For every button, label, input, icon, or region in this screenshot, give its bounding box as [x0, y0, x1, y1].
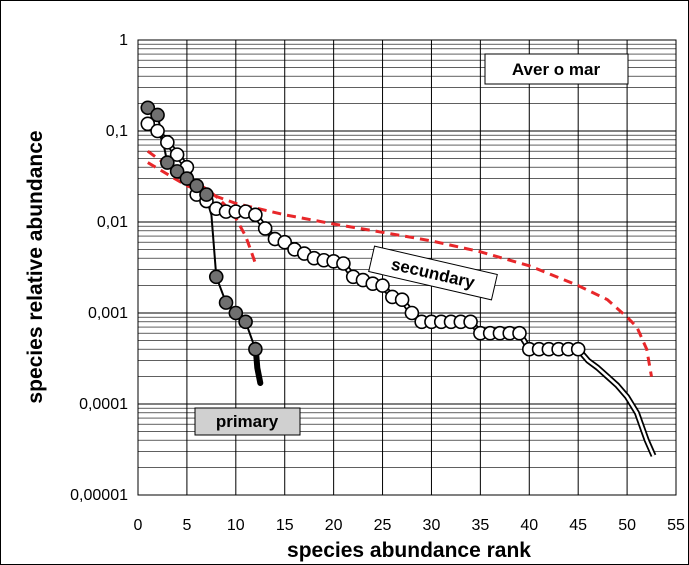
primary-point	[238, 314, 253, 330]
primary-label-box: primary	[194, 407, 301, 436]
title-box-frame	[484, 53, 629, 85]
x-tick-label: 30	[423, 517, 441, 534]
x-tick-label: 35	[471, 517, 489, 534]
secundary-point	[394, 292, 410, 308]
secundary-point	[336, 256, 351, 271]
primary-label: primary	[216, 412, 279, 431]
primary-point	[248, 341, 263, 357]
secundary-point	[463, 314, 478, 330]
primary-label-frame	[194, 407, 301, 436]
y-tick-label: 0,0001	[79, 396, 128, 413]
secundary-label-frame	[368, 245, 498, 301]
x-tick-label: 50	[618, 517, 636, 534]
series-layer	[140, 100, 657, 457]
secundary-point	[570, 341, 586, 357]
primary-point	[208, 269, 224, 285]
x-tick-label: 45	[569, 517, 587, 534]
primary-point	[150, 107, 165, 123]
y-tick-label: 0,00001	[70, 487, 128, 504]
x-tick-label: 55	[667, 517, 685, 534]
secundary-point	[404, 305, 420, 321]
y-tick-label: 1	[119, 32, 128, 49]
y-axis-title: species relative abundance	[24, 130, 47, 403]
title-box: Aver o mar	[484, 53, 629, 85]
secundary-point	[375, 278, 390, 293]
primary-point	[218, 295, 234, 310]
primary-point	[160, 155, 175, 170]
primary-point	[179, 171, 195, 186]
x-axis-title: species abundance rank	[287, 539, 531, 562]
x-tick-label: 20	[325, 517, 343, 534]
secundary-point	[248, 207, 263, 223]
x-tick-label: 40	[520, 517, 538, 534]
y-tick-label: 0,01	[97, 214, 128, 231]
x-tick-label: 10	[227, 517, 245, 534]
secundary-point	[150, 123, 165, 139]
x-tick-label: 25	[374, 517, 392, 534]
secundary-point	[160, 135, 175, 150]
plot-border	[137, 39, 677, 496]
primary-point	[189, 178, 204, 194]
chart-title: Aver o mar	[512, 60, 601, 79]
y-tick-label: 0,1	[106, 123, 128, 140]
ticks: 0 5 10 15 20 25 30 35 40 45 50 55 1 0,1 0,01 0,001 0,000…	[70, 32, 685, 534]
x-tick-label: 0	[134, 517, 143, 534]
secundary-point	[140, 116, 156, 132]
x-tick-label: 15	[276, 517, 294, 534]
y-tick-label: 0,001	[88, 305, 128, 322]
primary-point	[140, 100, 156, 116]
secundary-point	[512, 325, 527, 341]
x-tick-label: 5	[182, 517, 191, 534]
primary-point	[199, 187, 214, 202]
secundary-point	[169, 147, 185, 162]
reference-long-line	[147, 161, 653, 377]
secundary-point	[257, 221, 273, 236]
secundary-fit-inner	[147, 122, 655, 457]
primary-point	[228, 305, 244, 321]
primary-point	[169, 164, 185, 179]
secundary-point	[277, 234, 293, 250]
secundary-fit-outer	[146, 121, 657, 457]
